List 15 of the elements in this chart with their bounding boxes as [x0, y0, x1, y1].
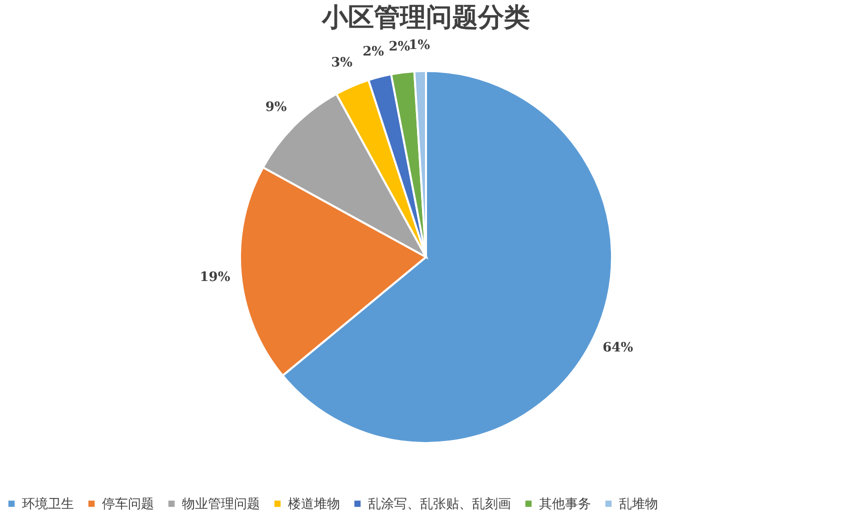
- data-label: 2%: [388, 40, 411, 55]
- legend-label: 乱涂写、乱张贴、乱刻画: [368, 496, 511, 512]
- chart-title: 小区管理问题分类: [321, 3, 530, 33]
- data-label: 64%: [602, 340, 634, 356]
- legend-label: 其他事务: [539, 496, 591, 512]
- data-label: 3%: [331, 55, 354, 70]
- legend-label: 乱堆物: [619, 496, 658, 512]
- legend-label: 物业管理问题: [182, 496, 260, 512]
- legend-label: 环境卫生: [22, 496, 74, 512]
- data-label: 2%: [362, 44, 385, 60]
- data-label: 9%: [265, 100, 288, 116]
- data-label: 19%: [200, 270, 231, 285]
- legend-label: 楼道堆物: [288, 496, 340, 512]
- legend-label: 停车问题: [102, 496, 154, 512]
- data-label: 1%: [408, 38, 431, 54]
